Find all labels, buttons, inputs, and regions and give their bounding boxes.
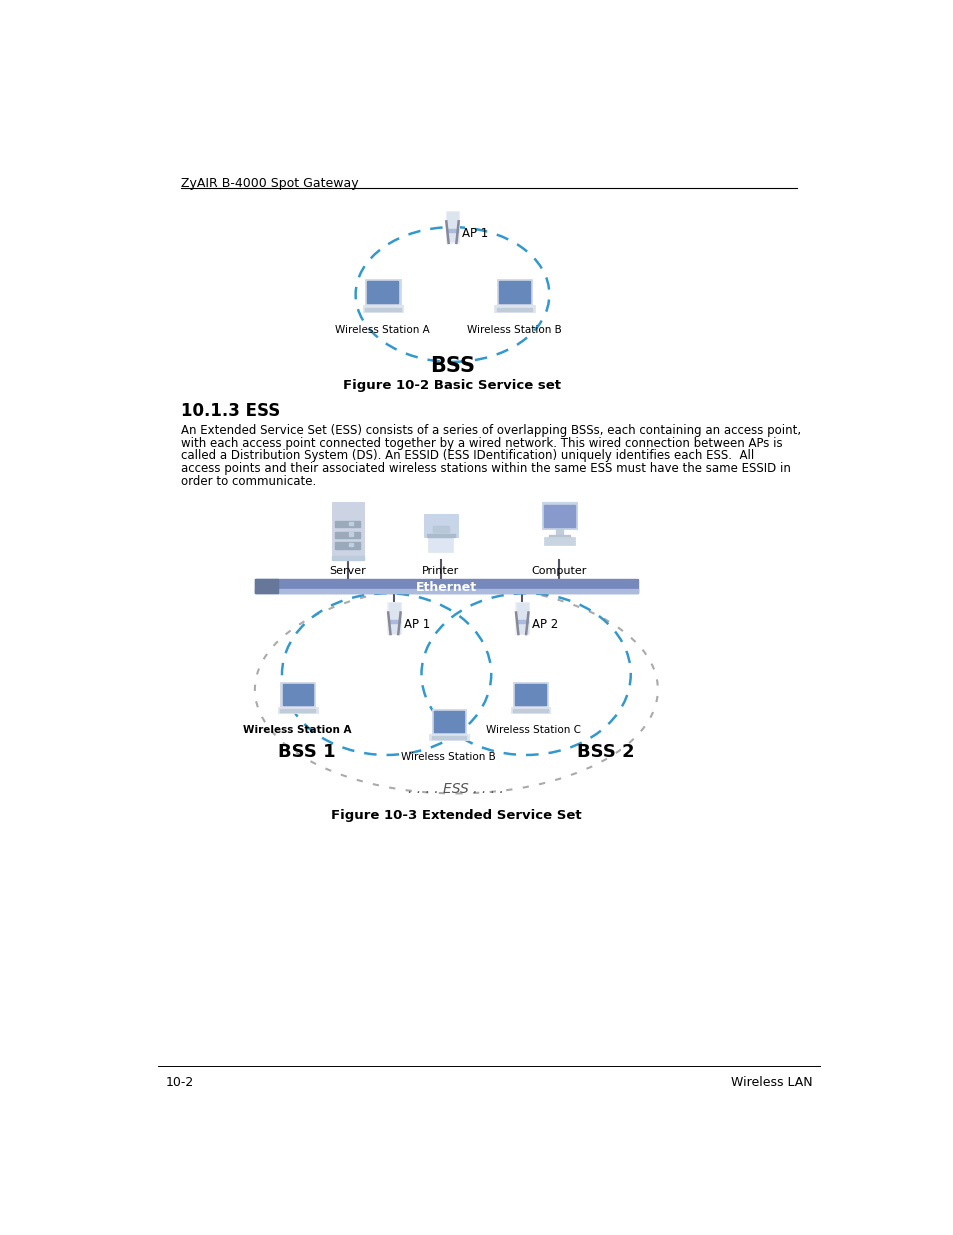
Bar <box>280 682 315 708</box>
Text: with each access point connected together by a wired network. This wired connect: with each access point connected togethe… <box>181 436 782 450</box>
Text: . . . . ESS . . . .: . . . . ESS . . . . <box>408 782 504 795</box>
Bar <box>431 709 466 734</box>
Text: Wireless Station C: Wireless Station C <box>486 725 580 735</box>
Bar <box>513 682 547 708</box>
Text: Wireless Station B: Wireless Station B <box>467 325 561 335</box>
Text: AP 2: AP 2 <box>531 619 558 631</box>
Text: Wireless Station A: Wireless Station A <box>243 725 352 735</box>
Text: ZyAIR B-4000 Spot Gateway: ZyAIR B-4000 Spot Gateway <box>181 178 358 190</box>
Bar <box>282 684 313 705</box>
Bar <box>280 709 315 711</box>
Bar <box>278 708 317 714</box>
Text: 10-2: 10-2 <box>166 1076 193 1089</box>
Bar <box>548 535 570 538</box>
Bar <box>447 212 457 241</box>
Bar <box>543 537 575 545</box>
Bar <box>497 279 532 305</box>
Bar <box>498 282 530 303</box>
Bar <box>254 589 638 593</box>
Bar <box>433 526 448 531</box>
Bar <box>254 579 278 593</box>
Bar <box>427 534 455 537</box>
Bar <box>497 308 532 311</box>
Bar <box>332 503 364 556</box>
Bar <box>349 521 353 525</box>
Text: Printer: Printer <box>422 566 459 576</box>
Bar <box>387 601 401 634</box>
Bar <box>429 734 468 740</box>
Bar <box>428 536 453 552</box>
Text: BSS 1: BSS 1 <box>277 743 335 762</box>
Text: Computer: Computer <box>531 566 586 576</box>
Bar <box>543 505 575 527</box>
Bar <box>510 708 550 714</box>
Bar <box>254 579 638 593</box>
Bar <box>541 503 577 530</box>
Text: BSS 2: BSS 2 <box>577 743 634 762</box>
Text: BSS: BSS <box>430 356 475 377</box>
Bar <box>494 305 534 312</box>
Text: Wireless Station A: Wireless Station A <box>335 325 430 335</box>
Bar <box>431 736 466 739</box>
Text: AP 1: AP 1 <box>403 619 430 631</box>
Bar <box>434 711 464 732</box>
Text: 10.1.3 ESS: 10.1.3 ESS <box>181 403 280 420</box>
Bar <box>365 279 400 305</box>
Bar <box>335 531 360 537</box>
Text: order to communicate.: order to communicate. <box>181 474 316 488</box>
Text: Wireless LAN: Wireless LAN <box>731 1076 812 1089</box>
Bar <box>517 620 527 624</box>
Bar <box>349 543 353 546</box>
Bar <box>389 620 399 624</box>
Bar <box>365 308 400 311</box>
Text: Figure 10-3 Extended Service Set: Figure 10-3 Extended Service Set <box>331 809 581 821</box>
Bar <box>556 530 562 534</box>
Bar <box>367 282 397 303</box>
Bar <box>447 228 457 232</box>
Text: An Extended Service Set (ESS) consists of a series of overlapping BSSs, each con: An Extended Service Set (ESS) consists o… <box>181 424 801 437</box>
Text: access points and their associated wireless stations within the same ESS must ha: access points and their associated wirel… <box>181 462 790 475</box>
Bar <box>517 603 527 632</box>
Bar <box>423 514 457 537</box>
Bar <box>389 603 399 632</box>
Bar <box>335 521 360 527</box>
Text: Wireless Station B: Wireless Station B <box>401 752 496 762</box>
Bar <box>332 556 364 561</box>
Text: called a Distribution System (DS). An ESSID (ESS IDentification) uniquely identi: called a Distribution System (DS). An ES… <box>181 450 754 462</box>
Text: Ethernet: Ethernet <box>416 580 476 594</box>
Text: Figure 10-2 Basic Service set: Figure 10-2 Basic Service set <box>343 379 561 393</box>
Bar <box>513 709 547 711</box>
Bar <box>335 542 360 548</box>
Bar <box>362 305 402 312</box>
Bar <box>515 601 529 634</box>
Text: AP 1: AP 1 <box>461 227 488 240</box>
Bar <box>349 532 353 536</box>
Bar <box>515 684 545 705</box>
Text: Server: Server <box>329 566 366 576</box>
Bar <box>445 211 459 243</box>
